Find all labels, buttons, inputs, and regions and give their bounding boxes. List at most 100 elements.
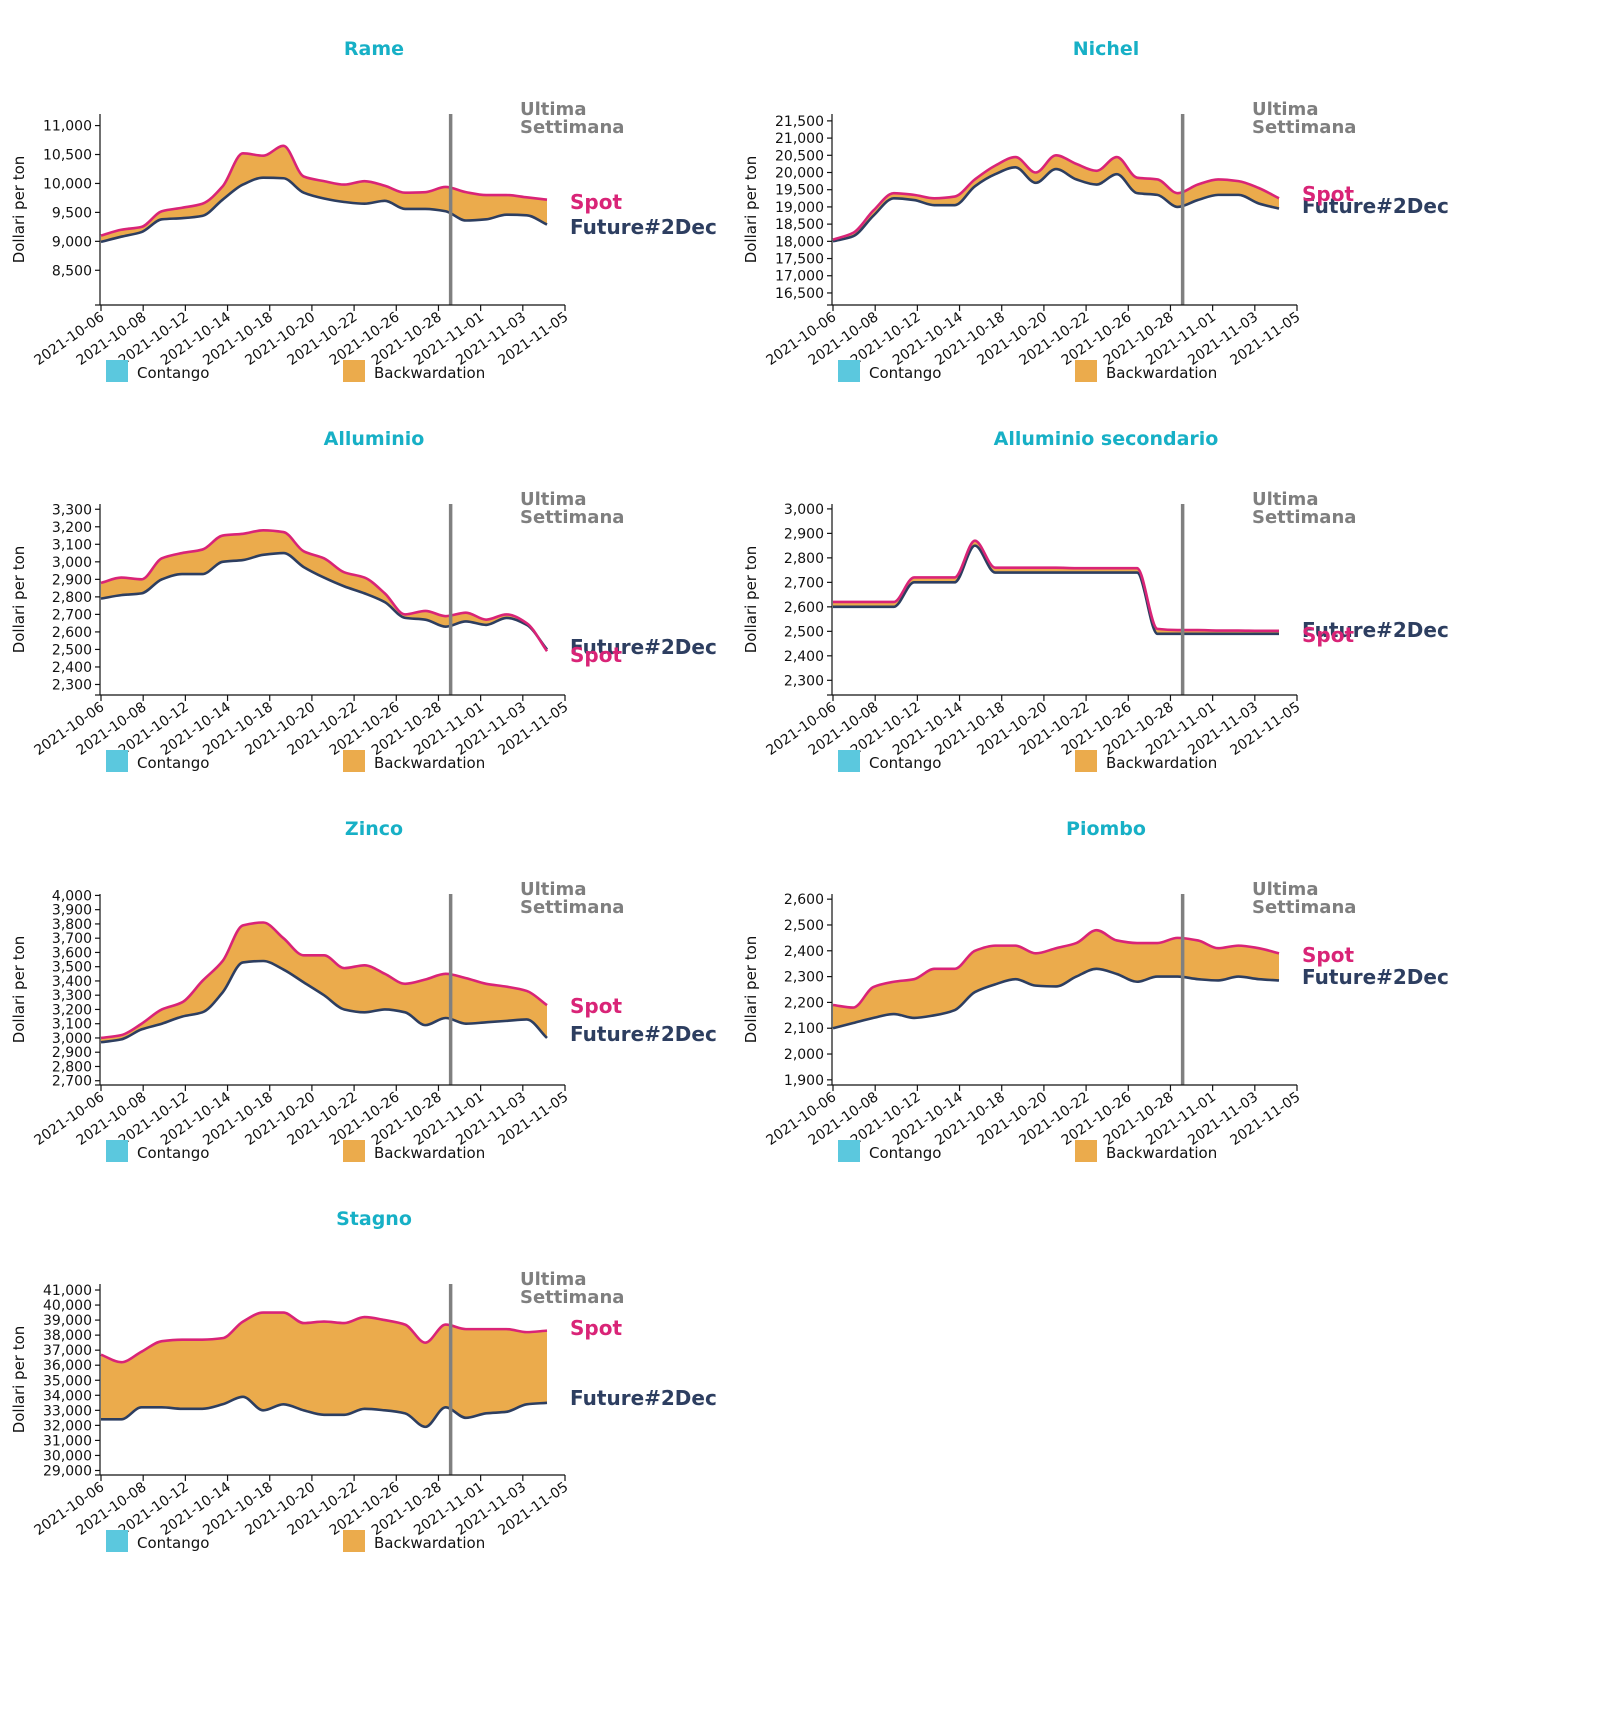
spot-label: Spot bbox=[570, 190, 622, 214]
future-line bbox=[833, 544, 1279, 636]
chart-title: Rame bbox=[344, 38, 404, 60]
spot-label: Spot bbox=[1302, 943, 1354, 967]
y-tick-label: 37,000 bbox=[43, 1343, 92, 1359]
y-tick-label: 2,600 bbox=[784, 892, 824, 908]
spot-label: Spot bbox=[1302, 182, 1354, 206]
backwardation-legend-label: Backwardation bbox=[374, 1144, 485, 1162]
y-tick-label: 3,600 bbox=[52, 945, 92, 961]
last-week-label-line1: Ultima bbox=[1252, 879, 1318, 900]
spot-line bbox=[100, 528, 549, 652]
spot-line bbox=[832, 153, 1280, 241]
backwardation-legend-label: Backwardation bbox=[1106, 754, 1217, 772]
future-line bbox=[100, 551, 549, 651]
backwardation-area bbox=[833, 155, 1279, 242]
y-tick-label: 3,300 bbox=[52, 988, 92, 1004]
y-tick-label: 21,500 bbox=[775, 114, 824, 130]
chart-title: Nichel bbox=[1073, 38, 1140, 60]
y-tick-label: 41,000 bbox=[43, 1283, 92, 1299]
backwardation-swatch bbox=[343, 360, 365, 382]
contango-swatch bbox=[838, 1140, 860, 1162]
spot-label: Spot bbox=[1302, 623, 1354, 647]
y-tick-label: 40,000 bbox=[43, 1298, 92, 1314]
y-tick-label: 3,800 bbox=[52, 917, 92, 933]
future-line bbox=[100, 176, 548, 244]
future-label: Future#2Dec bbox=[570, 635, 717, 659]
y-tick-label: 2,800 bbox=[52, 590, 92, 606]
future-label: Future#2Dec bbox=[570, 1386, 717, 1410]
y-tick-label: 2,300 bbox=[784, 970, 824, 986]
spot-line bbox=[100, 144, 548, 237]
chart-panel-0: Rame Dollari per ton 8,500 9,000 9,500 10,000… bbox=[10, 38, 717, 382]
y-tick-label: 2,700 bbox=[784, 575, 824, 591]
future-line bbox=[832, 967, 1280, 1030]
spot-label: Spot bbox=[570, 994, 622, 1018]
contango-swatch bbox=[838, 750, 860, 772]
spot-line bbox=[832, 928, 1280, 1009]
contango-swatch bbox=[106, 1140, 128, 1162]
future-label: Future#2Dec bbox=[1302, 965, 1449, 989]
y-tick-label: 3,300 bbox=[52, 502, 92, 518]
y-tick-label: 3,400 bbox=[52, 974, 92, 990]
y-axis-label: Dollari per ton bbox=[10, 156, 28, 264]
chart-panel-5: Piombo Dollari per ton 1,900 2,000 2,100 2,20… bbox=[742, 818, 1449, 1162]
y-tick-label: 2,500 bbox=[52, 642, 92, 658]
spot-line bbox=[833, 539, 1279, 633]
spot-label: Spot bbox=[570, 643, 622, 667]
contango-legend-label: Contango bbox=[869, 754, 941, 772]
contango-legend-label: Contango bbox=[869, 364, 941, 382]
y-tick-label: 32,000 bbox=[43, 1418, 92, 1434]
backwardation-swatch bbox=[1075, 360, 1097, 382]
y-tick-label: 39,000 bbox=[43, 1313, 92, 1329]
last-week-label-line2: Settimana bbox=[520, 897, 624, 918]
last-week-label-line1: Ultima bbox=[520, 489, 586, 510]
y-tick-label: 31,000 bbox=[43, 1433, 92, 1449]
chart-title: Stagno bbox=[336, 1208, 412, 1230]
chart-title: Alluminio secondario bbox=[994, 428, 1219, 450]
y-tick-label: 8,500 bbox=[52, 263, 92, 279]
backwardation-area bbox=[101, 922, 547, 1043]
y-tick-label: 4,000 bbox=[52, 888, 92, 904]
backwardation-legend-label: Backwardation bbox=[1106, 1144, 1217, 1162]
y-tick-label: 2,400 bbox=[784, 944, 824, 960]
y-tick-label: 2,400 bbox=[784, 649, 824, 665]
last-week-label-line1: Ultima bbox=[1252, 99, 1318, 120]
contango-legend-label: Contango bbox=[137, 754, 209, 772]
y-axis-label: Dollari per ton bbox=[742, 936, 760, 1044]
y-tick-label: 10,500 bbox=[43, 148, 92, 164]
last-week-label-line1: Ultima bbox=[520, 879, 586, 900]
y-tick-label: 36,000 bbox=[43, 1358, 92, 1374]
last-week-label-line1: Ultima bbox=[1252, 489, 1318, 510]
contango-legend-label: Contango bbox=[137, 1534, 209, 1552]
backwardation-legend-label: Backwardation bbox=[374, 754, 485, 772]
y-tick-label: 11,000 bbox=[43, 119, 92, 135]
future-label: Future#2Dec bbox=[1302, 194, 1449, 218]
y-tick-label: 38,000 bbox=[43, 1328, 92, 1344]
y-tick-label: 2,400 bbox=[52, 660, 92, 676]
backwardation-legend-label: Backwardation bbox=[374, 364, 485, 382]
y-tick-label: 19,500 bbox=[775, 183, 824, 199]
last-week-label-line2: Settimana bbox=[1252, 117, 1356, 138]
y-tick-label: 2,100 bbox=[784, 1021, 824, 1037]
y-tick-label: 30,000 bbox=[43, 1448, 92, 1464]
y-tick-label: 3,100 bbox=[52, 537, 92, 553]
last-week-label-line2: Settimana bbox=[1252, 507, 1356, 528]
y-tick-label: 2,300 bbox=[784, 673, 824, 689]
y-tick-label: 34,000 bbox=[43, 1388, 92, 1404]
last-week-label-line2: Settimana bbox=[520, 117, 624, 138]
future-label: Future#2Dec bbox=[1302, 618, 1449, 642]
future-label: Future#2Dec bbox=[570, 215, 717, 239]
contango-swatch bbox=[838, 360, 860, 382]
y-tick-label: 1,900 bbox=[784, 1073, 824, 1089]
chart-title: Alluminio bbox=[324, 428, 425, 450]
backwardation-swatch bbox=[1075, 750, 1097, 772]
y-tick-label: 3,100 bbox=[52, 1017, 92, 1033]
future-line bbox=[832, 166, 1280, 243]
y-tick-label: 17,500 bbox=[775, 252, 824, 268]
y-tick-label: 2,500 bbox=[784, 624, 824, 640]
y-axis-label: Dollari per ton bbox=[742, 156, 760, 264]
y-tick-label: 2,700 bbox=[52, 1074, 92, 1090]
backwardation-legend-label: Backwardation bbox=[374, 1534, 485, 1552]
